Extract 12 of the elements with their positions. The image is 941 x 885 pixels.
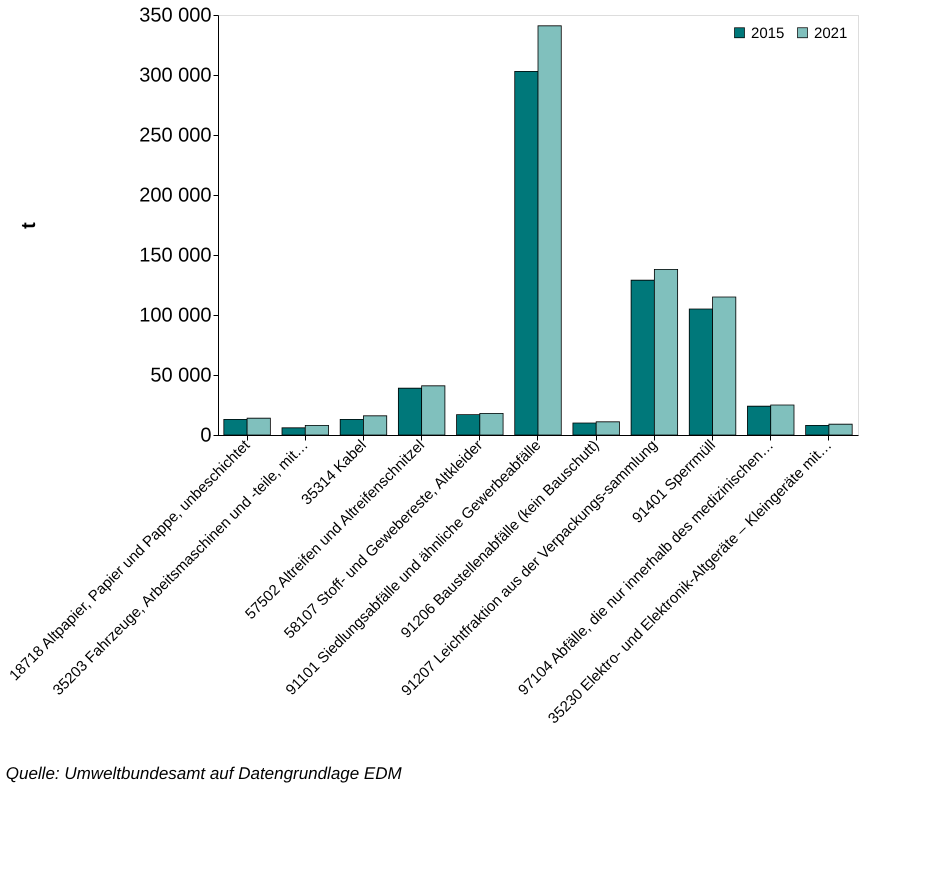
y-axis-title: t bbox=[18, 222, 40, 229]
legend-label: 2021 bbox=[814, 24, 848, 42]
y-tick-label: 200 000 bbox=[139, 184, 212, 206]
legend-label: 2015 bbox=[751, 24, 784, 42]
y-tick-label: 300 000 bbox=[139, 64, 212, 86]
y-tick-label: 0 bbox=[200, 424, 212, 446]
y-tick-label: 250 000 bbox=[139, 124, 212, 146]
y-tick-label: 350 000 bbox=[139, 4, 212, 26]
source-note: Quelle: Umweltbundesamt auf Datengrundlage EDM bbox=[6, 764, 403, 783]
y-tick-label: 100 000 bbox=[139, 304, 212, 326]
y-tick-label: 150 000 bbox=[139, 244, 212, 266]
y-tick-label: 50 000 bbox=[150, 364, 212, 386]
